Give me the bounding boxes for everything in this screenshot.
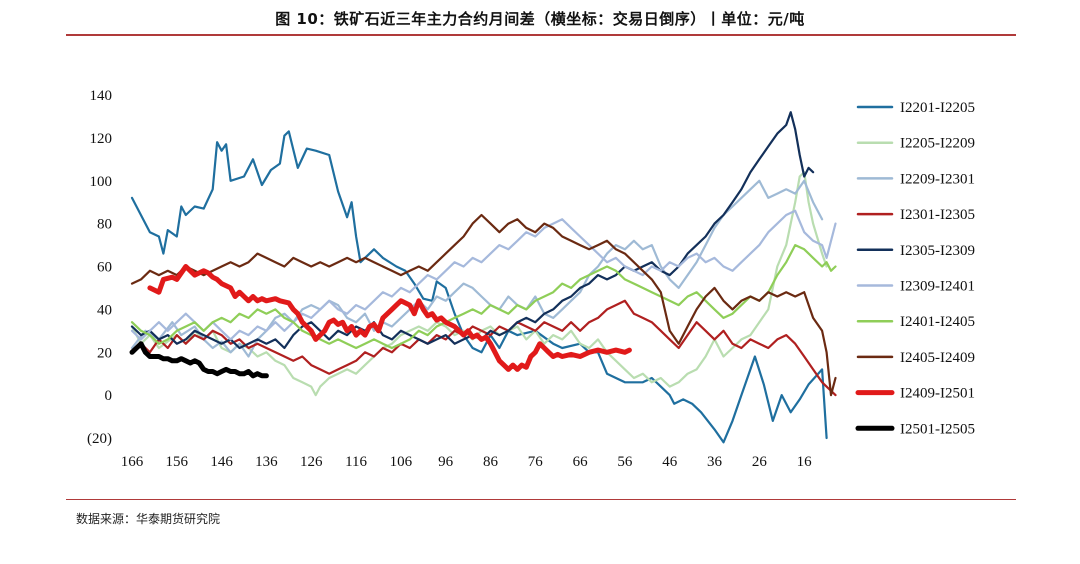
x-tick-label: 146	[210, 454, 233, 470]
legend-label: I2209-I2301	[900, 171, 975, 187]
series-layer	[129, 111, 837, 444]
legend-label: I2305-I2309	[900, 243, 975, 259]
legend-item: I2209-I2301	[856, 171, 975, 187]
series-line-i2501-i2505	[129, 341, 269, 379]
legend-item: I2401-I2405	[856, 314, 975, 330]
y-tick-label: 40	[97, 302, 112, 318]
x-tick-label: 106	[390, 454, 413, 470]
y-tick-label: 60	[97, 260, 112, 276]
x-tick-label: 46	[662, 454, 678, 470]
line-chart: 140 120 100 80 60 40 20 0 (20) 166 156 146 136 126 116…	[87, 88, 975, 470]
x-tick-label: 36	[707, 454, 723, 470]
y-tick-label: 80	[97, 217, 112, 233]
data-source-note: 数据来源：华泰期货研究院	[76, 512, 221, 526]
x-tick-label: 116	[345, 454, 367, 470]
legend-label: I2409-I2501	[900, 386, 975, 402]
legend-item: I2409-I2501	[855, 386, 975, 402]
legend-label: I2309-I2401	[900, 279, 975, 295]
x-tick-label: 66	[573, 454, 589, 470]
series-line-i2409-i2501	[147, 264, 632, 372]
x-tick-label: 16	[797, 454, 813, 470]
series-line-i2401-i2405	[130, 244, 837, 350]
x-tick-label: 166	[121, 454, 144, 470]
y-tick-label: 0	[105, 388, 113, 404]
y-tick-label: 100	[90, 174, 113, 190]
series-line-i2301-i2305	[130, 299, 837, 397]
legend-item: I2305-I2309	[856, 243, 975, 259]
y-tick-label: 140	[90, 88, 113, 104]
y-tick-label: 20	[97, 345, 112, 361]
series-line-i2309-i2401	[130, 209, 837, 341]
x-tick-label: 96	[438, 454, 454, 470]
x-tick-label: 136	[255, 454, 278, 470]
legend-item: I2201-I2205	[856, 100, 975, 116]
legend-item: I2501-I2505	[855, 421, 975, 437]
x-tick-label: 156	[166, 454, 189, 470]
legend-item: I2405-I2409	[856, 350, 975, 366]
legend-label: I2205-I2209	[900, 136, 975, 152]
series-line-i2209-i2301	[130, 179, 824, 358]
x-tick-label: 56	[617, 454, 633, 470]
x-tick-label: 126	[300, 454, 323, 470]
legend-label: I2405-I2409	[900, 350, 975, 366]
series-line-i2205-i2209	[130, 171, 828, 397]
bottom-divider	[66, 499, 1016, 500]
chart-legend: I2201-I2205 I2205-I2209 I2209-I2301 I2301-I…	[855, 100, 975, 437]
series-line-i2201-i2205	[130, 130, 828, 444]
legend-label: I2201-I2205	[900, 100, 975, 116]
legend-label: I2501-I2505	[900, 421, 975, 437]
legend-label: I2401-I2405	[900, 314, 975, 330]
x-tick-label: 86	[483, 454, 499, 470]
y-tick-label: (20)	[87, 431, 112, 447]
x-tick-label: 76	[528, 454, 544, 470]
top-divider	[66, 34, 1016, 36]
series-line-i2305-i2309	[130, 111, 815, 350]
legend-item: I2301-I2305	[856, 207, 975, 223]
series-line-i2405-i2409	[130, 213, 837, 397]
axis-layer: 140 120 100 80 60 40 20 0 (20) 166 156 146 136 126 116…	[87, 88, 812, 470]
legend-item: I2309-I2401	[856, 279, 975, 295]
y-tick-label: 120	[90, 131, 113, 147]
legend-label: I2301-I2305	[900, 207, 975, 223]
x-tick-label: 26	[752, 454, 768, 470]
chart-title: 图 10：铁矿石近三年主力合约月间差（横坐标：交易日倒序）丨单位：元/吨	[275, 10, 805, 28]
legend-item: I2205-I2209	[856, 136, 975, 152]
